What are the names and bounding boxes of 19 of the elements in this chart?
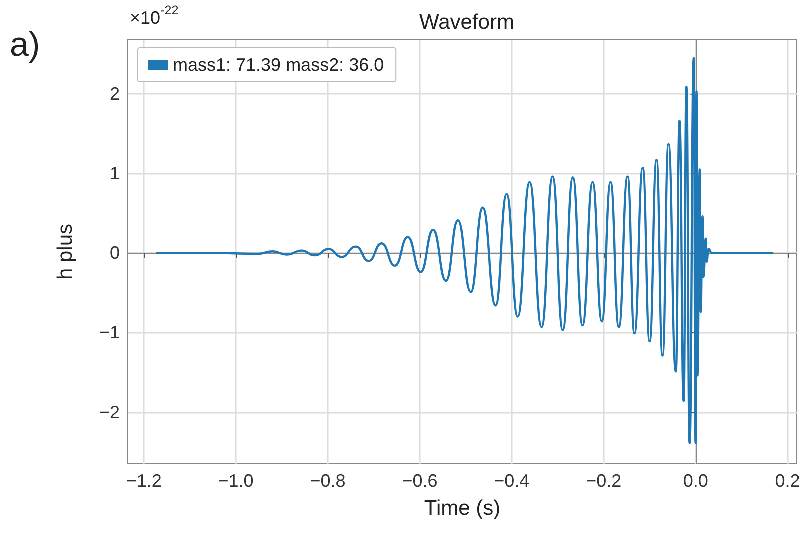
x-tick-label: −0.6 bbox=[402, 471, 438, 491]
x-axis-title: Time (s) bbox=[424, 497, 501, 520]
y-tick-label: 1 bbox=[110, 164, 120, 184]
x-tick-label: −0.4 bbox=[494, 471, 530, 491]
legend-label: mass1: 71.39 mass2: 36.0 bbox=[173, 55, 384, 75]
y-tick-label: 2 bbox=[110, 84, 120, 104]
y-axis-title: h plus bbox=[54, 224, 77, 280]
y-tick-label: −2 bbox=[99, 402, 120, 422]
y-tick-label: −1 bbox=[99, 322, 120, 343]
text: a) bbox=[10, 26, 40, 64]
x-tick-label: −0.2 bbox=[586, 471, 622, 491]
x-tick-label: 0.2 bbox=[775, 471, 800, 491]
line-series bbox=[156, 57, 774, 444]
x-tick-label: −0.8 bbox=[310, 471, 346, 491]
x-tick-label: −1.2 bbox=[126, 471, 162, 491]
chart-title: Waveform bbox=[420, 11, 514, 34]
y-tick-label: 0 bbox=[110, 243, 120, 264]
x-tick-label: 0.0 bbox=[683, 471, 708, 491]
x-tick-label: −1.0 bbox=[218, 471, 254, 491]
